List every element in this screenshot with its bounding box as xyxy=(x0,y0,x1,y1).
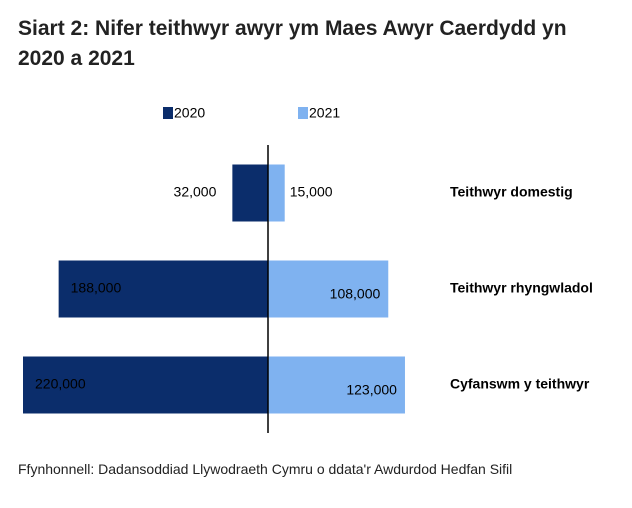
value-label: 32,000 xyxy=(174,184,217,200)
value-label: 188,000 xyxy=(71,280,122,296)
category-label: Teithwyr rhyngwladol xyxy=(450,280,593,296)
bar xyxy=(268,164,285,222)
bar xyxy=(23,356,268,414)
bar xyxy=(268,260,389,318)
value-label: 123,000 xyxy=(346,382,397,398)
legend-swatch xyxy=(163,107,173,119)
source-note: Ffynhonnell: Dadansoddiad Llywodraeth Cy… xyxy=(18,461,513,477)
legend-swatch xyxy=(298,107,308,119)
chart-title: Siart 2: Nifer teithwyr awyr ym Maes Awy… xyxy=(18,17,567,70)
bar xyxy=(232,164,268,222)
category-label: Teithwyr domestig xyxy=(450,184,573,200)
legend-label: 2021 xyxy=(309,105,340,121)
category-label: Cyfanswm y teithwyr xyxy=(450,376,590,392)
legend-label: 2020 xyxy=(174,105,205,121)
value-label: 220,000 xyxy=(35,376,86,392)
bar xyxy=(58,260,268,318)
bar xyxy=(268,356,405,414)
value-label: 15,000 xyxy=(290,184,333,200)
value-label: 108,000 xyxy=(330,286,381,302)
